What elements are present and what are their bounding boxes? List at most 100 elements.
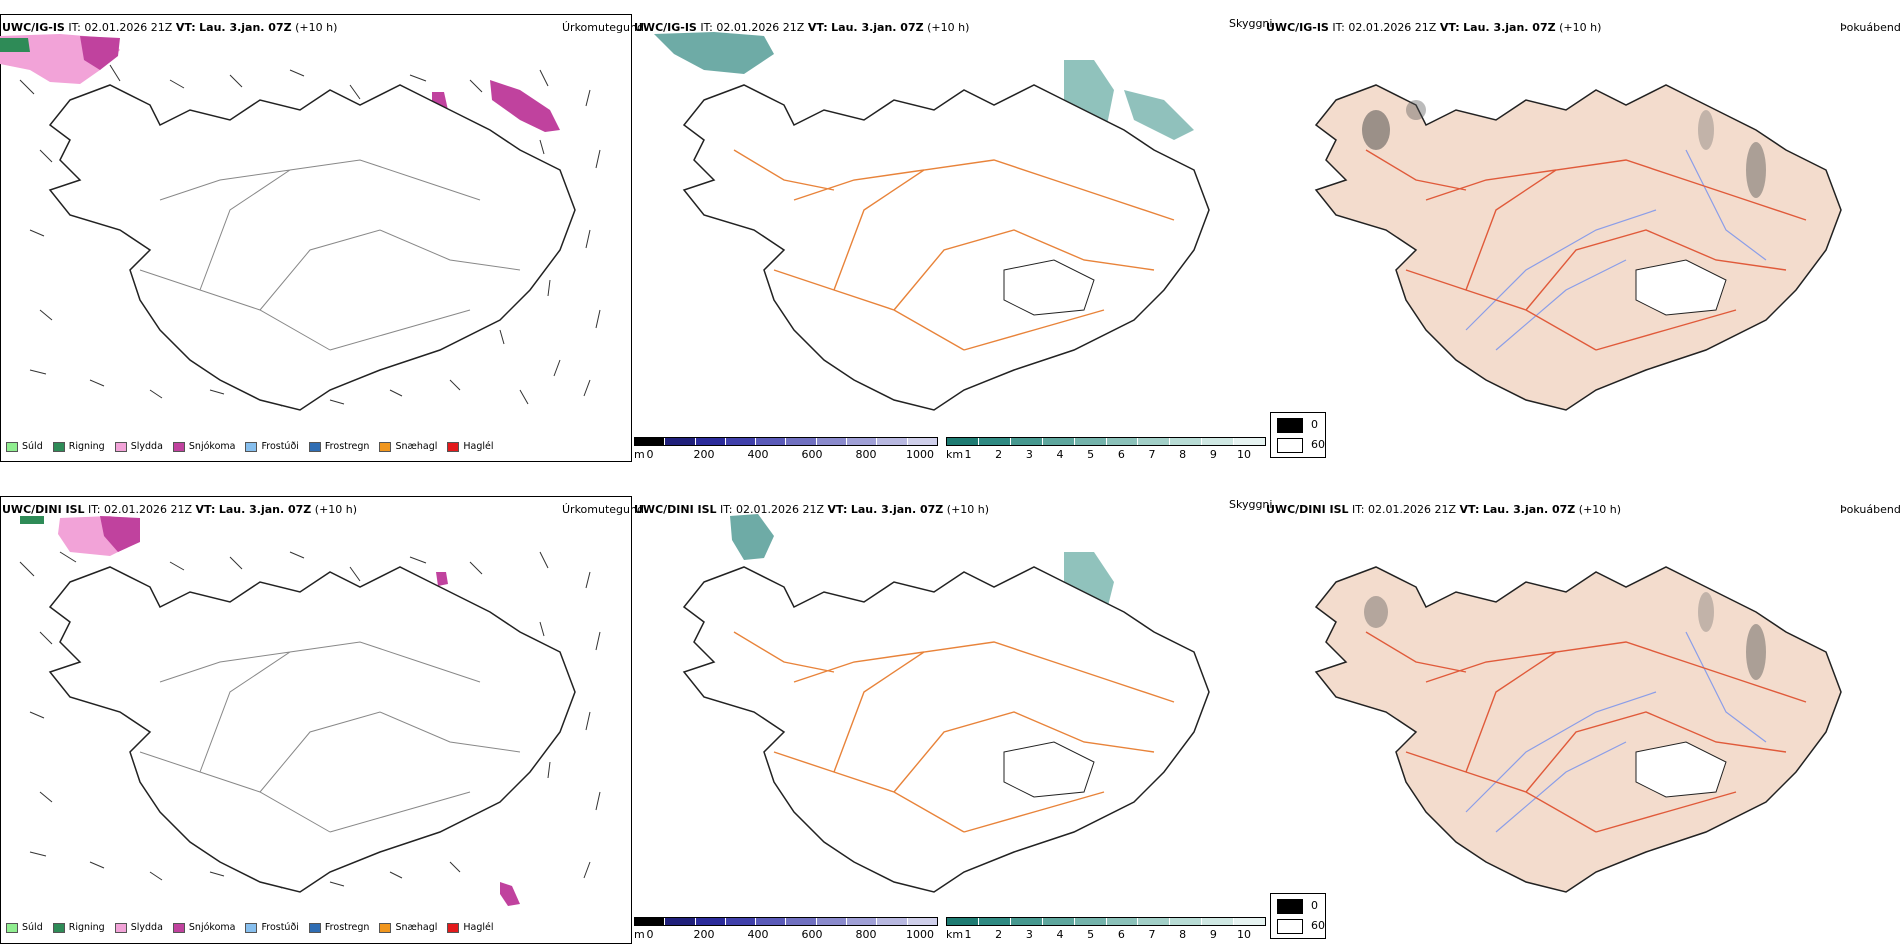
colorbar-tick-label: 400 [747, 448, 769, 461]
panel-name-fog: Þokuábendi [1840, 21, 1900, 34]
panel-title: UWC/DINI ISL IT: 02.01.2026 21Z VT: Lau.… [1266, 503, 1621, 516]
colorbar-segment [786, 918, 817, 925]
vt-value: Lau. 3.jan. 07Z [218, 503, 312, 516]
precip-snow-se [500, 882, 520, 906]
lead-time: (+10 h) [946, 503, 990, 516]
model-label: UWC/DINI ISL [1266, 503, 1349, 516]
iceland-coastline [48, 84, 576, 411]
legend-item-snjokoma: Snjókoma [172, 441, 235, 452]
legend-item-haglel: Haglél [447, 922, 494, 933]
legend-label: Snæhagl [395, 441, 438, 452]
visibility-teal-nw [730, 514, 774, 560]
colorbar-tick-label: 4 [1056, 928, 1064, 941]
model-label: UWC/DINI ISL [634, 503, 717, 516]
road-network [139, 641, 521, 833]
colorbar-tick-label: 800 [855, 928, 877, 941]
legend-item-sudd: Súld [6, 922, 43, 933]
lead-time: (+10 h) [1559, 21, 1602, 34]
colorbar-segment [1074, 438, 1107, 445]
colorbar-segment [947, 918, 979, 925]
colorbar-segment [695, 438, 726, 445]
colorbar-segment [1042, 438, 1075, 445]
fog-swatch-0 [1277, 899, 1303, 914]
fog-patch [1698, 592, 1714, 632]
panel-name-visibility: Skyggni [1229, 17, 1273, 30]
colorbar-tick-label: 1000 [906, 928, 934, 941]
swatch [172, 922, 185, 933]
elevation-colorbar [634, 917, 938, 926]
swatch [447, 441, 460, 452]
colorbar-segment [1234, 918, 1266, 925]
it-label: IT: [700, 21, 713, 34]
it-value: 02.01.2026 21Z [1348, 21, 1437, 34]
fog-patch [1746, 624, 1766, 680]
colorbar-tick-label: 9 [1209, 928, 1217, 941]
colorbar-segment [1234, 438, 1266, 445]
swatch [379, 922, 392, 933]
legend-item-snjokoma: Snjókoma [172, 922, 235, 933]
colorbar-tick-label: 800 [855, 448, 877, 461]
fog-patch [1746, 142, 1766, 198]
swatch [379, 441, 392, 452]
colorbar-tick-label: 10 [1237, 928, 1251, 941]
legend-item-rigning: Rigning [52, 441, 105, 452]
colorbar-segment [907, 438, 937, 445]
legend-item-rigning: Rigning [52, 922, 105, 933]
precip-type-map [19, 516, 601, 906]
it-label: IT: [720, 503, 733, 516]
model-label: UWC/IG-IS [2, 21, 65, 34]
glacier [1635, 741, 1727, 798]
legend-item-frostregn: Frostregn [308, 441, 370, 452]
vt-label: VT: [195, 503, 216, 516]
colorbar-tick-label: 200 [693, 448, 715, 461]
it-value: 02.01.2026 21Z [716, 21, 805, 34]
colorbar-segment [756, 438, 787, 445]
elevation-unit: m [634, 448, 645, 461]
legend-item-slydda: Slydda [114, 922, 163, 933]
colorbar-segment [907, 918, 937, 925]
fog-legend: 0 60 [1270, 893, 1326, 939]
it-value: 02.01.2026 21Z [1368, 503, 1457, 516]
precip-snow-nw-core [100, 516, 140, 552]
precip-snow-n [436, 572, 448, 586]
it-value: 02.01.2026 21Z [104, 503, 193, 516]
it-value: 02.01.2026 21Z [84, 21, 173, 34]
colorbar-segment [756, 918, 787, 925]
legend-label: Haglél [463, 441, 494, 452]
colorbar-segment [725, 438, 757, 445]
colorbar-segment [665, 918, 696, 925]
colorbar-tick-label: 600 [801, 448, 823, 461]
iceland-land [1314, 84, 1842, 411]
legend-item-haglel: Haglél [447, 441, 494, 452]
swatch [52, 441, 65, 452]
vt-label: VT: [1459, 503, 1480, 516]
legend-item-sudd: Súld [6, 441, 43, 452]
legend-item-slydda: Slydda [114, 441, 163, 452]
legend-label: Snæhagl [395, 922, 438, 933]
legend-label: Rigning [68, 441, 105, 452]
elevation-unit: m [634, 928, 645, 941]
panel-title: UWC/IG-IS IT: 02.01.2026 21Z VT: Lau. 3.… [634, 21, 969, 34]
legend-label: Frostregn [324, 441, 370, 452]
colorbar-segment [877, 438, 908, 445]
colorbar-tick-label: 4 [1056, 448, 1064, 461]
colorbar-segment [665, 438, 696, 445]
visibility-teal-ne2 [1124, 90, 1194, 140]
colorbar-segment [1010, 918, 1043, 925]
road-network [733, 149, 1175, 351]
colorbar-segment [847, 438, 878, 445]
vt-label: VT: [827, 503, 848, 516]
legend-item-snaehagl: Snæhagl [379, 922, 437, 933]
panel-title: UWC/DINI ISL IT: 02.01.2026 21Z VT: Lau.… [2, 503, 357, 516]
legend-label: Frostregn [324, 922, 370, 933]
colorbar-tick-label: 6 [1117, 448, 1125, 461]
colorbar-segment [1106, 918, 1139, 925]
lead-time: (+10 h) [295, 21, 338, 34]
colorbar-segment [978, 918, 1011, 925]
road-network [1365, 149, 1807, 351]
colorbar-tick-label: 400 [747, 928, 769, 941]
colorbar-tick-label: 1 [964, 928, 972, 941]
fog-label-0: 0 [1311, 418, 1318, 431]
legend-item-frostudi: Frostúði [245, 922, 299, 933]
iceland-land [1314, 566, 1842, 893]
